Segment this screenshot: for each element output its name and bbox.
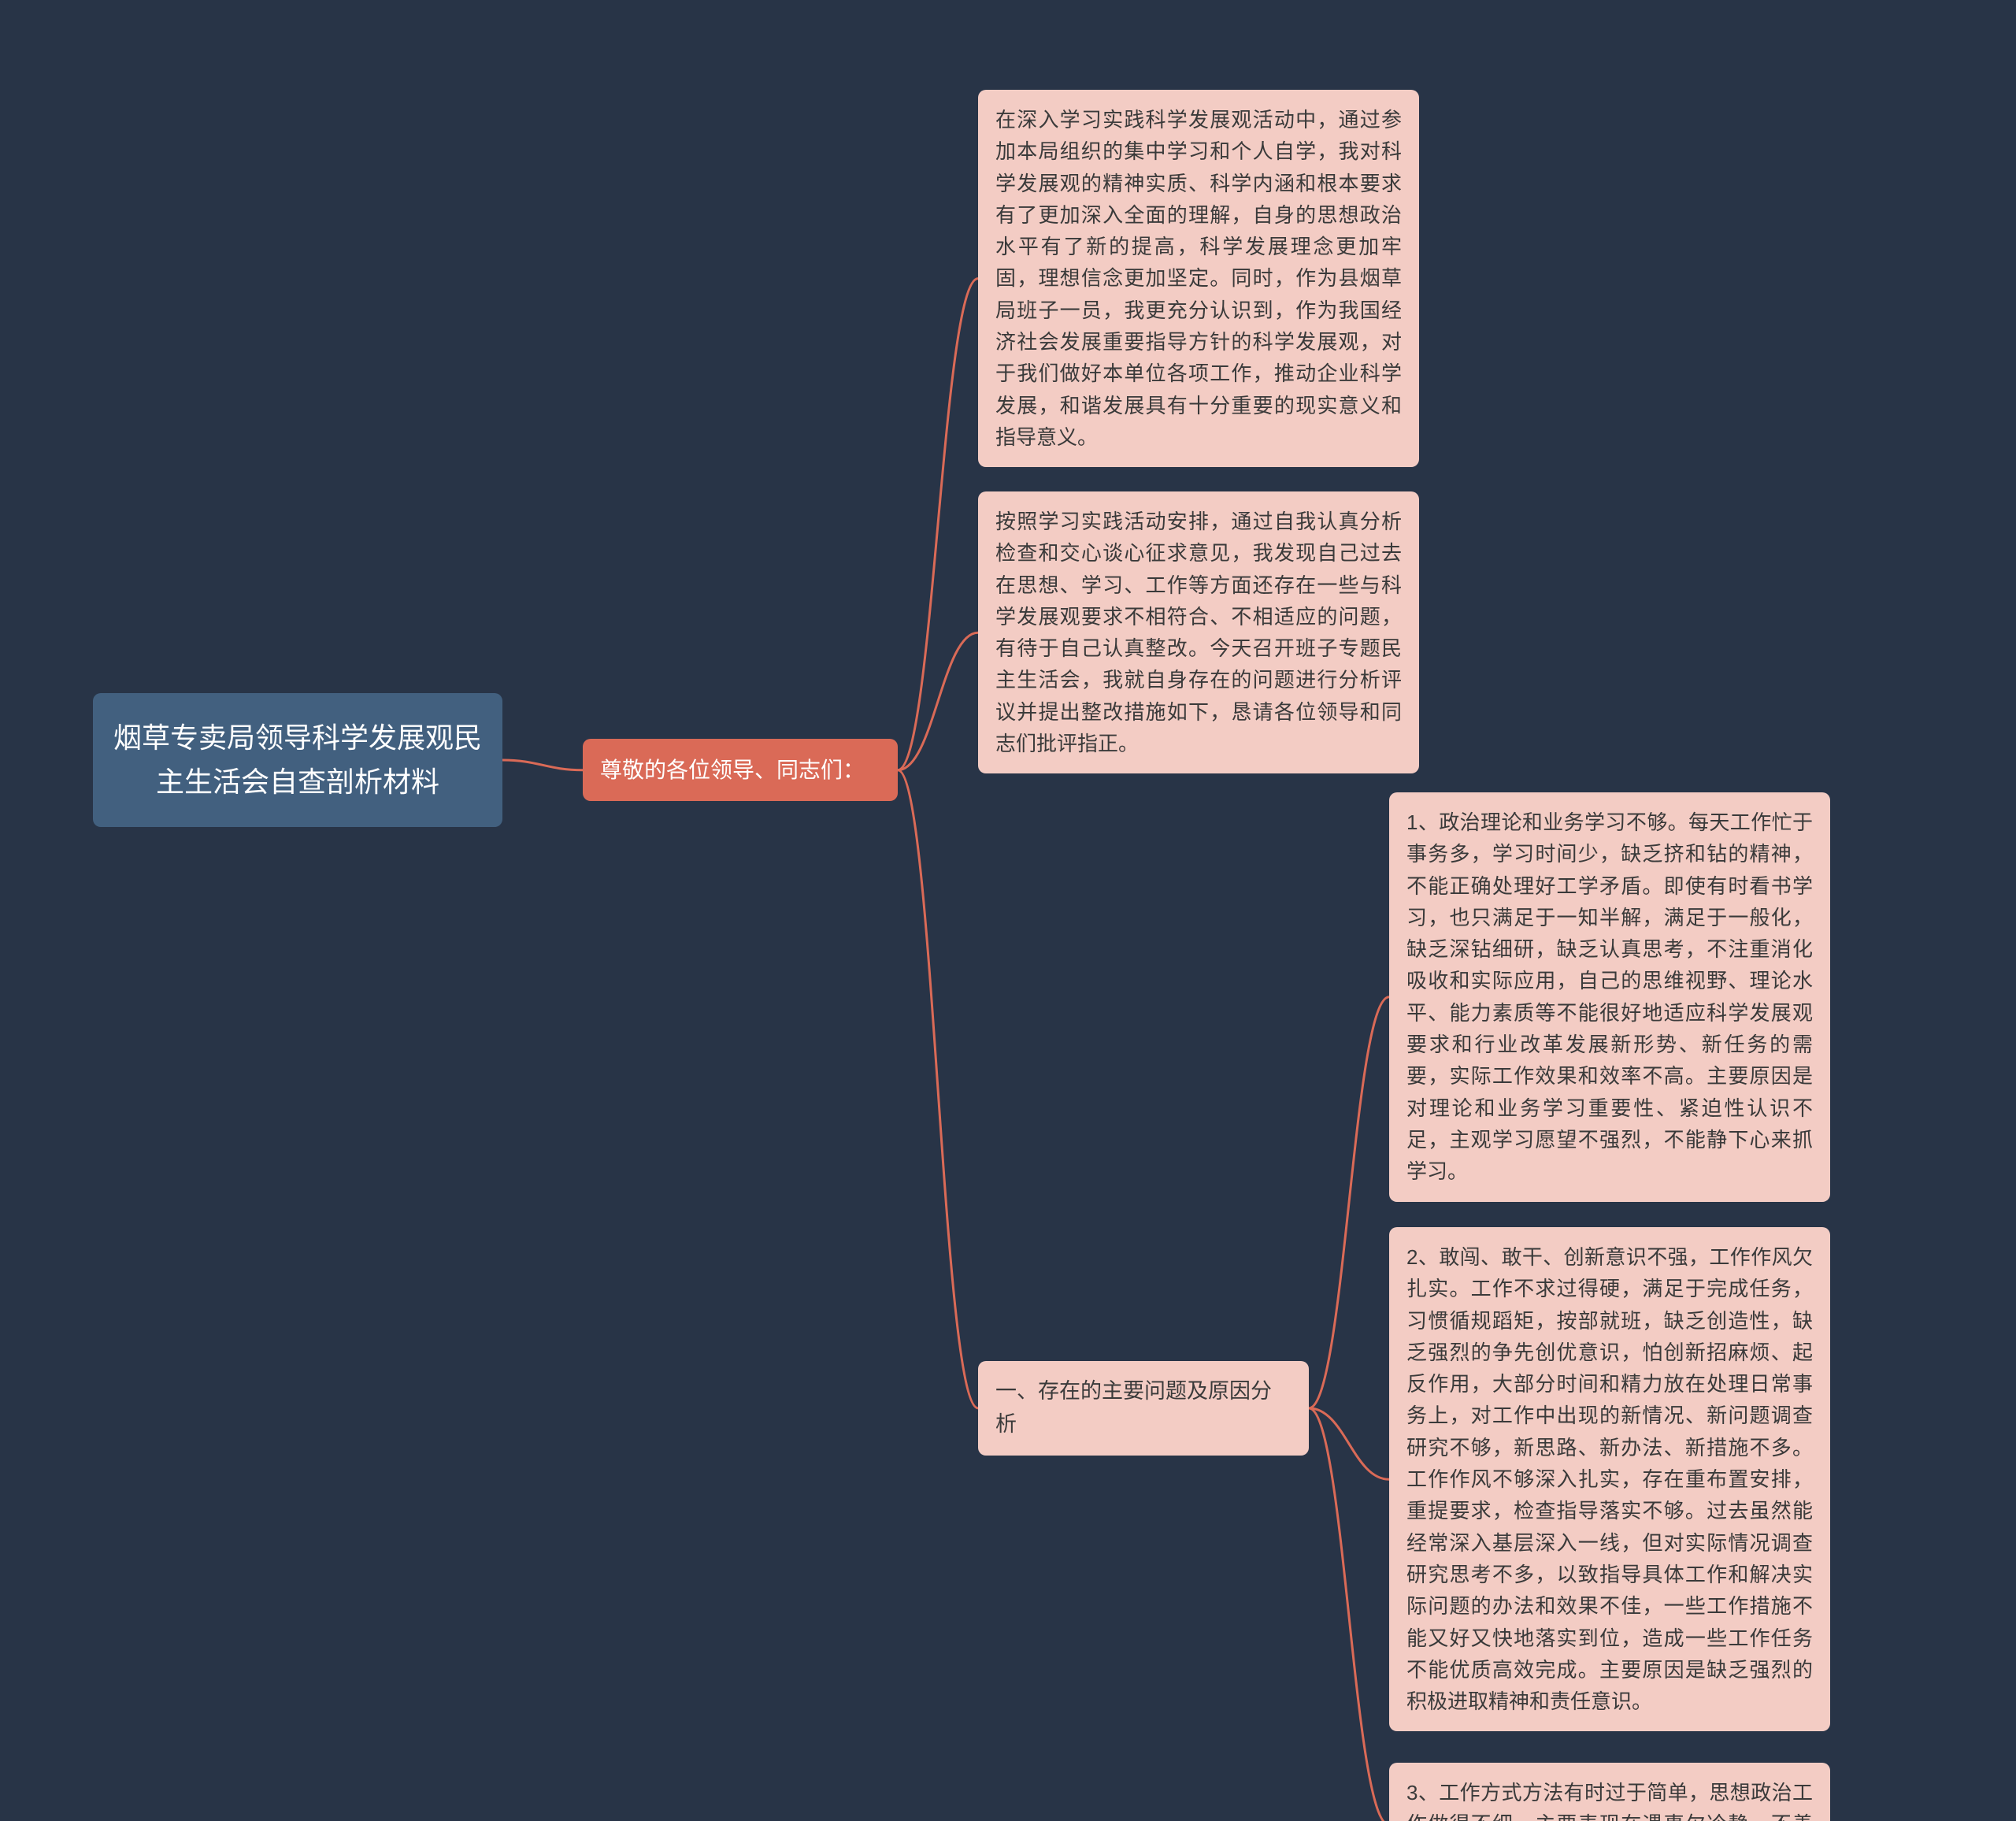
section-1-node: 一、存在的主要问题及原因分析: [978, 1361, 1309, 1456]
root-node: 烟草专卖局领导科学发展观民主生活会自查剖析材料: [93, 693, 502, 827]
problem-node-1: 1、政治理论和业务学习不够。每天工作忙于事务多，学习时间少，缺乏挤和钻的精神，不…: [1389, 792, 1830, 1202]
greeting-text: 尊敬的各位领导、同志们：: [600, 753, 865, 787]
paragraph-text-1: 在深入学习实践科学发展观活动中，通过参加本局组织的集中学习和个人自学，我对科学发…: [995, 104, 1402, 453]
problem-text-1: 1、政治理论和业务学习不够。每天工作忙于事务多，学习时间少，缺乏挤和钻的精神，不…: [1406, 807, 1813, 1188]
paragraph-node-1: 在深入学习实践科学发展观活动中，通过参加本局组织的集中学习和个人自学，我对科学发…: [978, 90, 1419, 467]
mindmap-canvas: 烟草专卖局领导科学发展观民主生活会自查剖析材料 尊敬的各位领导、同志们： 在深入…: [0, 0, 2016, 1821]
problem-text-2: 2、敢闯、敢干、创新意识不强，工作作风欠扎实。工作不求过得硬，满足于完成任务，习…: [1406, 1241, 1813, 1717]
problem-node-2: 2、敢闯、敢干、创新意识不强，工作作风欠扎实。工作不求过得硬，满足于完成任务，习…: [1389, 1227, 1830, 1731]
greeting-node: 尊敬的各位领导、同志们：: [583, 739, 898, 801]
root-text: 烟草专卖局领导科学发展观民主生活会自查剖析材料: [110, 716, 485, 804]
problem-text-3: 3、工作方式方法有时过于简单，思想政治工作做得不细。主要表现在遇事欠冷静，不善于…: [1406, 1777, 1813, 1821]
problem-node-3: 3、工作方式方法有时过于简单，思想政治工作做得不细。主要表现在遇事欠冷静，不善于…: [1389, 1763, 1830, 1821]
section-1-text: 一、存在的主要问题及原因分析: [995, 1375, 1292, 1441]
paragraph-text-2: 按照学习实践活动安排，通过自我认真分析检查和交心谈心征求意见，我发现自己过去在思…: [995, 506, 1402, 759]
paragraph-node-2: 按照学习实践活动安排，通过自我认真分析检查和交心谈心征求意见，我发现自己过去在思…: [978, 491, 1419, 773]
